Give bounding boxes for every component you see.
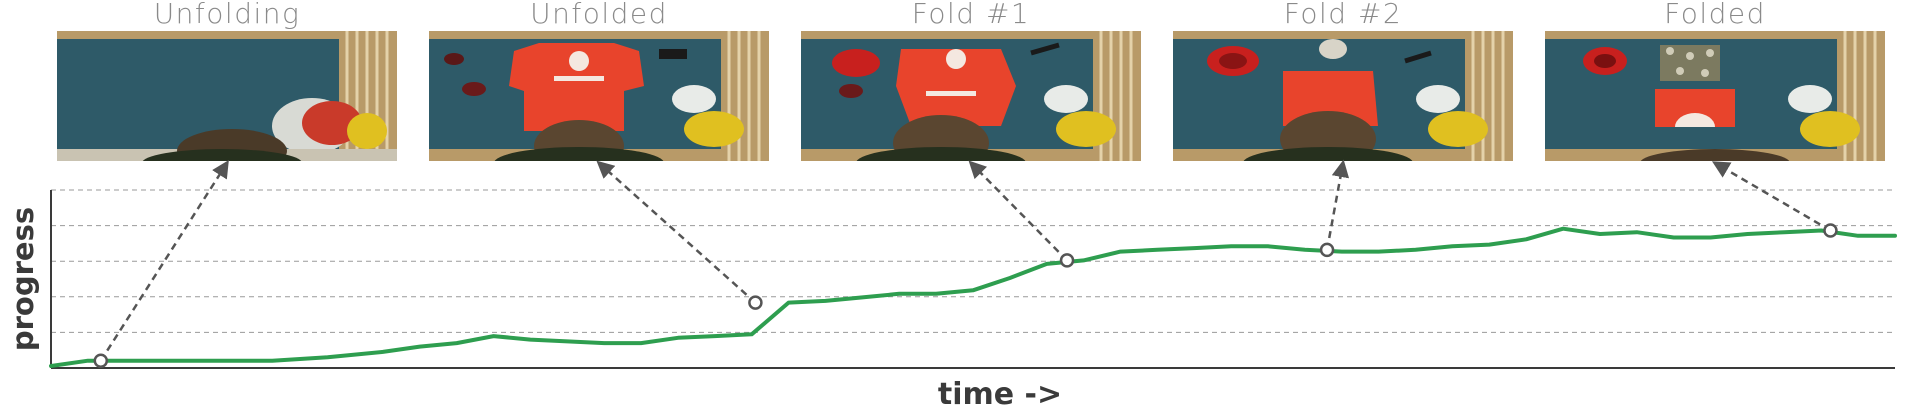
- chart-grid: [51, 189, 1895, 333]
- progress-series-line: [49, 226, 1897, 368]
- keyframe-arrow: [968, 160, 1068, 262]
- stage-title-fold-2: Fold #2: [1283, 0, 1403, 30]
- frame-unfolded: [429, 31, 769, 161]
- stage-title-unfolding: Unfolding: [153, 0, 301, 30]
- keyframe-marker: [1823, 223, 1838, 238]
- keyframe-arrow: [1325, 159, 1350, 251]
- keyframe-markers: [93, 223, 1838, 368]
- keyframe-arrow: [596, 160, 757, 304]
- stage-title-unfolded: Unfolded: [530, 0, 668, 30]
- frame-unfolding: [57, 31, 397, 161]
- keyframe-marker: [1319, 242, 1335, 258]
- keyframe-marker: [748, 295, 763, 310]
- frame-folded: [1545, 31, 1885, 161]
- keyframe-marker: [93, 353, 109, 368]
- stage-title-folded: Folded: [1664, 0, 1766, 30]
- frame-fold-1: [801, 31, 1141, 161]
- x-axis-label: time ->: [938, 377, 1062, 412]
- keyframe-arrows: [99, 159, 1832, 362]
- keyframe-arrow: [99, 160, 229, 362]
- stage-title-fold-1: Fold #1: [911, 0, 1031, 30]
- keyframe-marker: [1059, 253, 1075, 268]
- y-axis-label: progress: [6, 207, 40, 351]
- keyframe-arrow: [1711, 161, 1832, 232]
- frame-fold-2: [1173, 31, 1513, 161]
